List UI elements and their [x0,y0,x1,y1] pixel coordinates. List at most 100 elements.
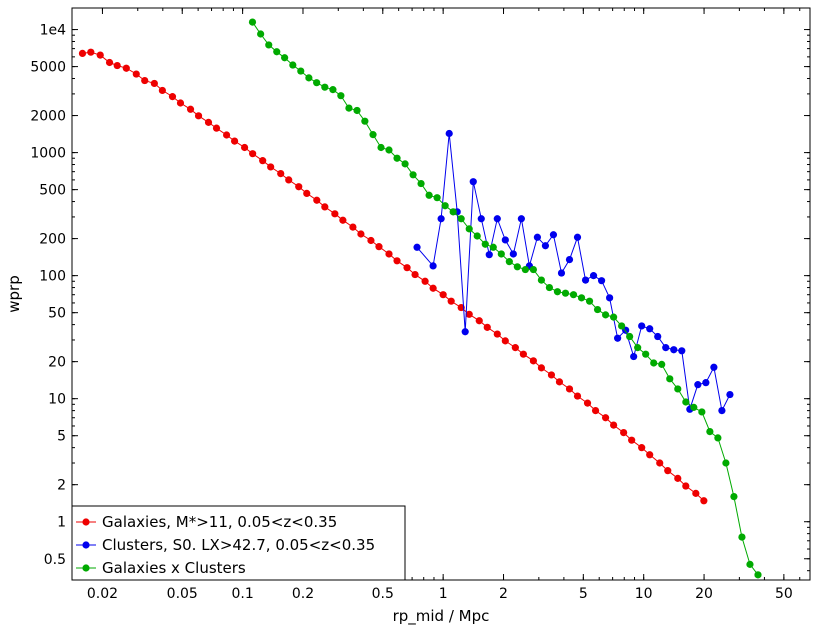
x-tick-label: 0.5 [372,586,394,602]
data-point [477,215,485,223]
data-point [465,310,473,318]
data-point [746,560,754,568]
data-point [583,399,592,407]
data-point [393,154,401,162]
data-point [557,269,566,277]
data-point [650,359,658,367]
data-point [606,294,614,302]
data-point [186,105,195,113]
data-point [698,408,706,416]
y-tick-label: 0.5 [44,552,66,568]
data-point [513,263,521,271]
data-point [411,270,419,279]
x-tick-label: 20 [695,586,713,602]
y-tick-label: 5000 [30,60,66,76]
data-point [545,283,554,292]
series-layer [78,18,762,579]
legend-item: Galaxies, M*>11, 0.05<z<0.35 [76,513,337,531]
data-point [489,243,497,251]
series-3 [248,18,762,579]
data-point [176,99,185,107]
data-point [249,150,257,158]
data-point [481,240,489,248]
data-point [694,381,702,389]
data-point [692,489,700,497]
data-point [601,311,610,319]
data-point [714,434,722,442]
data-point [658,360,666,368]
y-tick-label: 2000 [30,109,66,125]
data-point [457,215,465,223]
data-point [367,236,375,245]
data-point [473,232,481,240]
data-point [618,322,626,330]
data-point [285,176,293,184]
data-point [529,357,537,365]
data-point [433,194,441,202]
data-point [305,74,313,82]
legend-item: Galaxies x Clusters [76,559,246,577]
data-point [369,131,377,139]
data-point [493,215,501,223]
data-point [614,334,622,342]
data-point [78,49,87,58]
legend-marker [82,541,90,549]
data-point [401,160,409,168]
data-point [597,277,606,285]
data-point [730,493,738,501]
data-point [339,216,347,224]
data-point [87,48,95,56]
data-point [445,129,453,138]
data-point [483,323,491,331]
legend-box [71,505,406,581]
data-point [447,297,455,305]
data-point [194,112,203,120]
data-point [449,208,457,216]
series-1 [78,48,708,505]
data-point [646,451,654,459]
data-point [259,157,267,165]
data-point [465,225,473,233]
legend-marker [82,518,90,526]
legend: Galaxies, M*>11, 0.05<z<0.35 Clusters, S0… [71,505,406,581]
y-tick-label: 5 [57,429,66,445]
data-point [610,421,618,429]
data-point [158,86,166,95]
data-point [313,196,321,204]
data-point [722,459,730,467]
data-point [409,171,417,179]
data-point [573,392,582,400]
data-point [421,277,429,285]
data-point [529,265,537,274]
data-point [485,251,493,259]
data-point [240,143,249,152]
data-point [295,183,303,191]
data-point [628,436,636,444]
data-point [204,118,213,126]
data-point [105,58,114,67]
data-point [313,79,321,87]
x-tick-label: 0.2 [292,586,314,602]
data-point [303,189,311,198]
data-point [581,276,590,284]
data-point [297,67,305,75]
x-axis-title: rp_mid / Mpc [393,607,490,626]
data-point [248,18,257,26]
data-point [281,54,289,62]
data-point [168,93,177,101]
data-point [357,230,365,238]
data-point [257,30,265,38]
data-point [385,250,393,258]
data-point [547,371,556,379]
data-point [517,215,525,223]
data-point [277,170,285,178]
data-point [553,288,562,296]
data-point [289,61,297,69]
data-point [403,264,411,272]
data-point [630,352,638,361]
data-point [331,210,339,218]
data-point [321,83,329,91]
legend-label: Clusters, S0. LX>42.7, 0.05<z<0.35 [102,536,375,554]
data-point [501,236,509,244]
data-point [654,332,662,341]
